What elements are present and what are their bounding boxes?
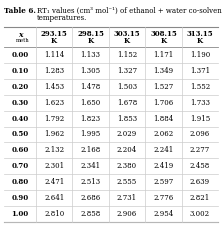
Text: 2.096: 2.096 (190, 131, 210, 138)
Text: 1.171: 1.171 (153, 51, 174, 59)
Text: 0.40: 0.40 (12, 115, 29, 123)
Text: x: x (18, 31, 22, 39)
Text: 298.15: 298.15 (77, 30, 104, 38)
Text: K: K (124, 37, 130, 45)
Text: 2.471: 2.471 (44, 178, 64, 186)
Text: 1.283: 1.283 (44, 67, 64, 75)
Text: 1.453: 1.453 (44, 83, 64, 91)
Text: Table 6.: Table 6. (4, 7, 36, 15)
Text: 2.641: 2.641 (44, 194, 64, 202)
Text: 2.731: 2.731 (117, 194, 137, 202)
Text: meth: meth (16, 37, 30, 42)
Text: 2.132: 2.132 (44, 146, 64, 154)
Text: 2.776: 2.776 (153, 194, 174, 202)
Text: 2.954: 2.954 (153, 210, 174, 218)
Text: 2.241: 2.241 (153, 146, 174, 154)
Text: 1.349: 1.349 (153, 67, 173, 75)
Text: 313.15: 313.15 (186, 30, 213, 38)
Text: 2.029: 2.029 (117, 131, 137, 138)
Text: 1.478: 1.478 (81, 83, 101, 91)
Text: 1.623: 1.623 (44, 99, 64, 107)
Text: 2.204: 2.204 (117, 146, 137, 154)
Text: K: K (87, 37, 94, 45)
Text: 2.821: 2.821 (190, 194, 210, 202)
Text: RT₁ values (cm³ mol⁻¹) of ethanol + water co-solvent mixtures at several: RT₁ values (cm³ mol⁻¹) of ethanol + wate… (37, 7, 222, 15)
Text: 0.70: 0.70 (12, 162, 29, 170)
Text: K: K (160, 37, 166, 45)
Text: 0.00: 0.00 (12, 51, 29, 59)
Text: 0.30: 0.30 (12, 99, 28, 107)
Text: 0.80: 0.80 (12, 178, 29, 186)
Text: 1.133: 1.133 (81, 51, 101, 59)
Text: 308.15: 308.15 (150, 30, 177, 38)
Text: 2.341: 2.341 (81, 162, 101, 170)
Text: 1.190: 1.190 (190, 51, 210, 59)
Text: 0.50: 0.50 (12, 131, 29, 138)
Text: 2.301: 2.301 (44, 162, 64, 170)
Text: 2.277: 2.277 (190, 146, 210, 154)
Text: 1.678: 1.678 (117, 99, 137, 107)
Text: 2.458: 2.458 (190, 162, 210, 170)
Text: 1.884: 1.884 (153, 115, 174, 123)
Text: 2.639: 2.639 (190, 178, 210, 186)
Text: 1.915: 1.915 (190, 115, 210, 123)
Text: 2.906: 2.906 (117, 210, 137, 218)
Text: 1.114: 1.114 (44, 51, 64, 59)
Text: 2.858: 2.858 (81, 210, 101, 218)
Text: 2.597: 2.597 (153, 178, 174, 186)
Text: 1.853: 1.853 (117, 115, 137, 123)
Text: 293.15: 293.15 (41, 30, 67, 38)
Text: 0.90: 0.90 (12, 194, 29, 202)
Text: 2.555: 2.555 (117, 178, 137, 186)
Text: 2.513: 2.513 (81, 178, 101, 186)
Text: 1.733: 1.733 (190, 99, 210, 107)
Text: K: K (51, 37, 57, 45)
Text: 1.152: 1.152 (117, 51, 137, 59)
Text: 1.995: 1.995 (81, 131, 101, 138)
Text: 0.60: 0.60 (11, 146, 29, 154)
Text: 1.305: 1.305 (81, 67, 101, 75)
Text: 1.00: 1.00 (12, 210, 29, 218)
Text: 1.327: 1.327 (117, 67, 137, 75)
Text: K: K (197, 37, 203, 45)
Text: 1.792: 1.792 (44, 115, 64, 123)
Text: 1.503: 1.503 (117, 83, 137, 91)
Text: 2.168: 2.168 (81, 146, 101, 154)
Text: 1.706: 1.706 (153, 99, 174, 107)
Text: 2.419: 2.419 (153, 162, 174, 170)
Text: 1.371: 1.371 (190, 67, 210, 75)
Text: 303.15: 303.15 (114, 30, 140, 38)
Text: 2.810: 2.810 (44, 210, 64, 218)
Text: 1.962: 1.962 (44, 131, 64, 138)
Text: 1.650: 1.650 (81, 99, 101, 107)
Text: temperatures.: temperatures. (37, 15, 87, 22)
Text: 0.10: 0.10 (12, 67, 29, 75)
Text: 1.527: 1.527 (153, 83, 174, 91)
Text: 1.552: 1.552 (190, 83, 210, 91)
Text: 2.062: 2.062 (153, 131, 174, 138)
Text: 1.823: 1.823 (81, 115, 101, 123)
Text: 0.20: 0.20 (12, 83, 29, 91)
Text: 3.002: 3.002 (190, 210, 210, 218)
Text: 2.686: 2.686 (81, 194, 101, 202)
Text: 2.380: 2.380 (117, 162, 137, 170)
